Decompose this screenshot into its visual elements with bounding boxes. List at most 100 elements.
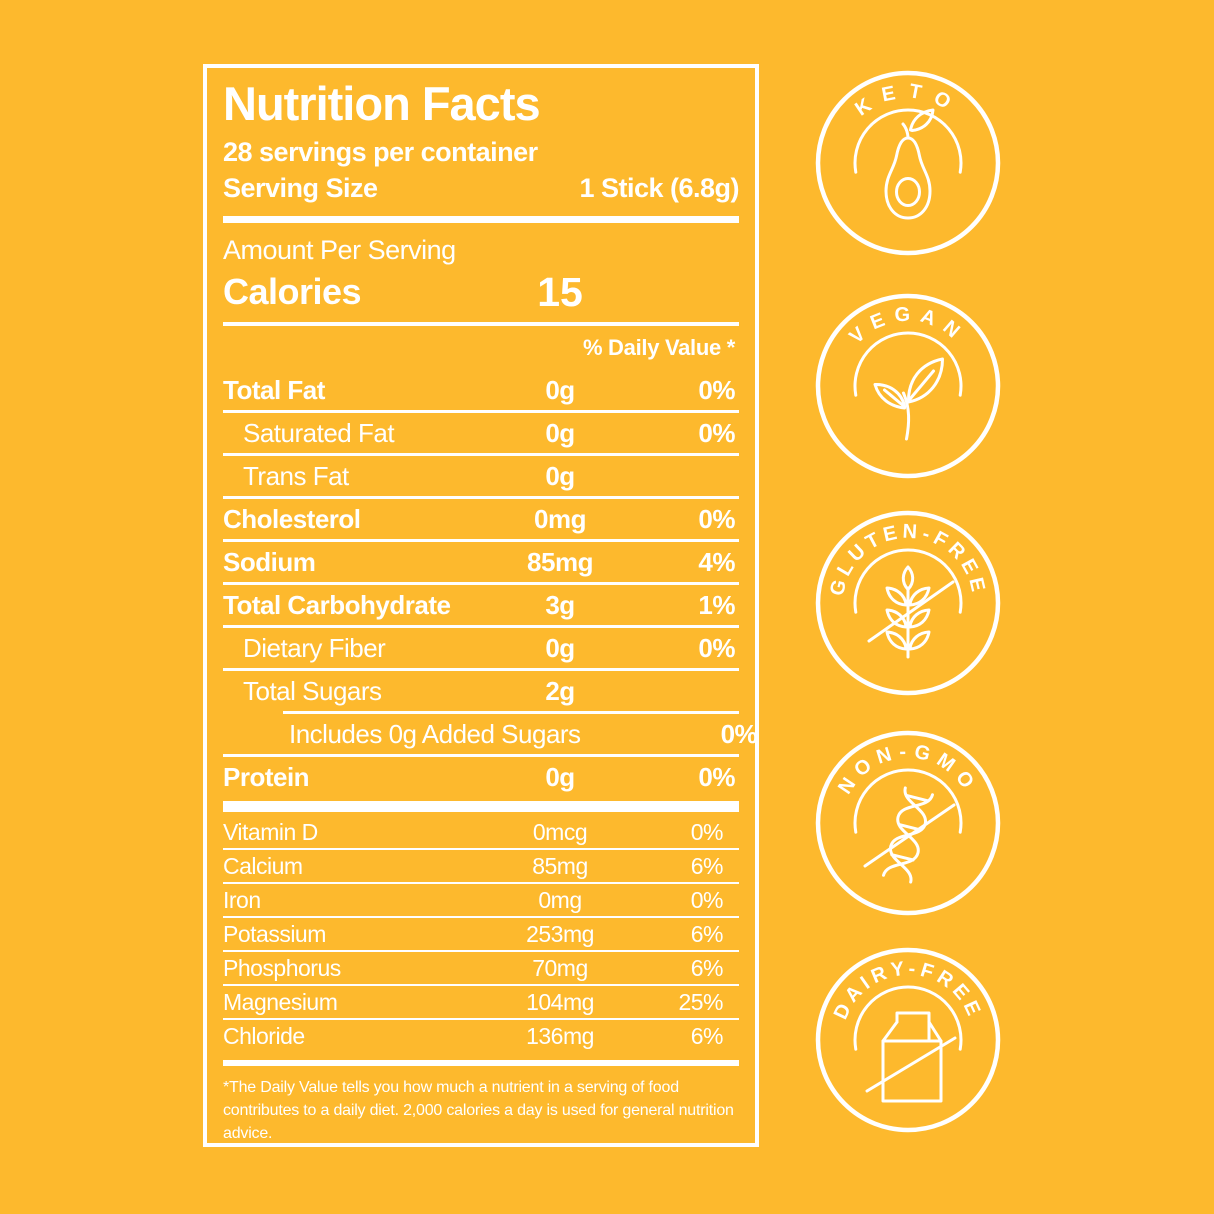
divider-thick [223,801,739,812]
nutrient-row-total-sugars: Total Sugars 2g [223,671,739,711]
nutrient-amount: 2g [545,675,575,706]
micronutrient-row-calcium: Calcium 85mg 6% [223,850,739,882]
calories-row: Calories 15 [223,268,739,316]
nutrient-name: Cholesterol [223,503,361,534]
nutrition-facts-panel: Nutrition Facts 28 servings per containe… [203,64,759,1147]
milk-carton-crossed-icon [865,1011,957,1103]
nutrient-row-saturated-fat: Saturated Fat 0g 0% [223,413,739,453]
nutrient-row-dietary-fiber: Dietary Fiber 0g 0% [223,628,739,668]
nutrient-dv: 6% [690,954,724,981]
wheat-crossed-icon [867,565,955,659]
nutrient-amount: 0mg [534,503,586,534]
badge-inner-arc [853,331,963,397]
divider [223,453,739,456]
divider-hairline [223,916,739,918]
badge-vegan-label: VEGAN [845,304,961,349]
nutrient-amount: 70mg [532,954,588,981]
nutrient-name: Chloride [223,1022,305,1049]
badge-ring [815,70,1001,256]
divider [223,754,739,757]
nutrient-name: Total Fat [223,374,325,405]
micronutrient-row-magnesium: Magnesium 104mg 25% [223,986,739,1018]
badge-keto-label: KETO [851,80,952,120]
divider [223,496,739,499]
divider [223,625,739,628]
nutrient-amount: 3g [545,589,575,620]
micronutrient-row-potassium: Potassium 253mg 6% [223,918,739,950]
badge-ring [815,730,1001,916]
micronutrient-row-vitamin-d: Vitamin D 0mcg 0% [223,816,739,848]
nutrient-name: Calcium [223,852,303,879]
nutrient-dv: 1% [698,589,735,620]
amount-per-serving-label: Amount Per Serving [223,235,456,265]
nutrient-name: Total Sugars [243,675,382,706]
svg-text:KETO: KETO [851,80,964,120]
divider-hairline [223,984,739,986]
nutrient-amount: 253mg [526,920,594,947]
slash-icon [867,580,955,643]
nutrient-amount: 0g [545,632,575,663]
nutrient-dv: 0% [690,886,724,913]
nutrient-name: Saturated Fat [243,417,395,448]
badge-non-gmo: NON-GMO [813,728,1003,918]
badge-inner-arc [853,548,963,614]
nutrient-row-total-fat: Total Fat 0g 0% [223,370,739,410]
daily-value-header: % Daily Value * [582,335,735,360]
badge-ring [815,293,1001,479]
calories-value: 15 [537,268,583,315]
nutrient-name: Vitamin D [223,818,318,845]
slash-icon [865,1036,957,1093]
page-title: Nutrition Facts [223,77,541,130]
nutrient-name: Total Carbohydrate [223,589,451,620]
avocado-icon [884,108,935,220]
serving-size-row: Serving Size 1 Stick (6.8g) [223,173,739,204]
divider [223,539,739,542]
nutrient-amount: 0g [545,374,575,405]
badge-inner-arc [853,985,963,1051]
divider-thick [223,1060,739,1066]
nutrient-row-added-sugars: Includes 0g Added Sugars 0% [223,714,758,754]
nutrient-name: Dietary Fiber [243,632,386,663]
badge-ring [815,510,1001,696]
badge-gluten-free: GLUTEN-FREE [813,508,1003,698]
nutrient-name: Potassium [223,920,326,947]
divider-thick [223,216,739,223]
nutrient-row-total-carbohydrate: Total Carbohydrate 3g 1% [223,585,739,625]
badge-inner-arc [853,108,963,174]
divider-hairline [223,882,739,884]
nutrient-dv: 4% [698,546,735,577]
slash-icon [863,803,956,868]
nutrient-name: Protein [223,761,310,792]
divider [223,668,739,671]
badge-inner-arc [853,768,963,834]
daily-value-footnote: *The Daily Value tells you how much a nu… [223,1079,734,1143]
nutrient-dv: 6% [690,852,724,879]
nutrient-name: Includes 0g Added Sugars [289,718,581,749]
divider-hairline [223,848,739,850]
nutrient-amount: 0mg [538,886,582,913]
servings-per-container: 28 servings per container [223,137,538,167]
micronutrient-row-iron: Iron 0mg 0% [223,884,739,916]
nutrient-name: Trans Fat [243,460,349,491]
sprout-icon [873,357,944,441]
nutrient-amount: 0g [545,417,575,448]
nutrient-row-cholesterol: Cholesterol 0mg 0% [223,499,739,539]
nutrient-amount: 104mg [526,988,594,1015]
nutrient-dv: 6% [690,1022,724,1049]
svg-text:VEGAN: VEGAN [845,304,970,349]
nutrient-amount: 0g [545,460,575,491]
divider [223,582,739,585]
nutrient-row-protein: Protein 0g 0% [223,757,739,797]
nutrient-name: Iron [223,886,261,913]
nutrient-amount: 85mg [527,546,593,577]
nutrient-dv: 0% [720,718,758,749]
nutrient-amount: 136mg [526,1022,594,1049]
divider-indented [283,711,739,714]
nutrient-row-sodium: Sodium 85mg 4% [223,542,739,582]
nutrient-amount: 0g [545,761,575,792]
nutrient-dv: 25% [678,988,723,1015]
nutrient-amount: 85mg [532,852,588,879]
serving-size-value: 1 Stick (6.8g) [579,173,739,203]
nutrient-name: Magnesium [223,988,338,1015]
nutrient-dv: 6% [690,920,724,947]
